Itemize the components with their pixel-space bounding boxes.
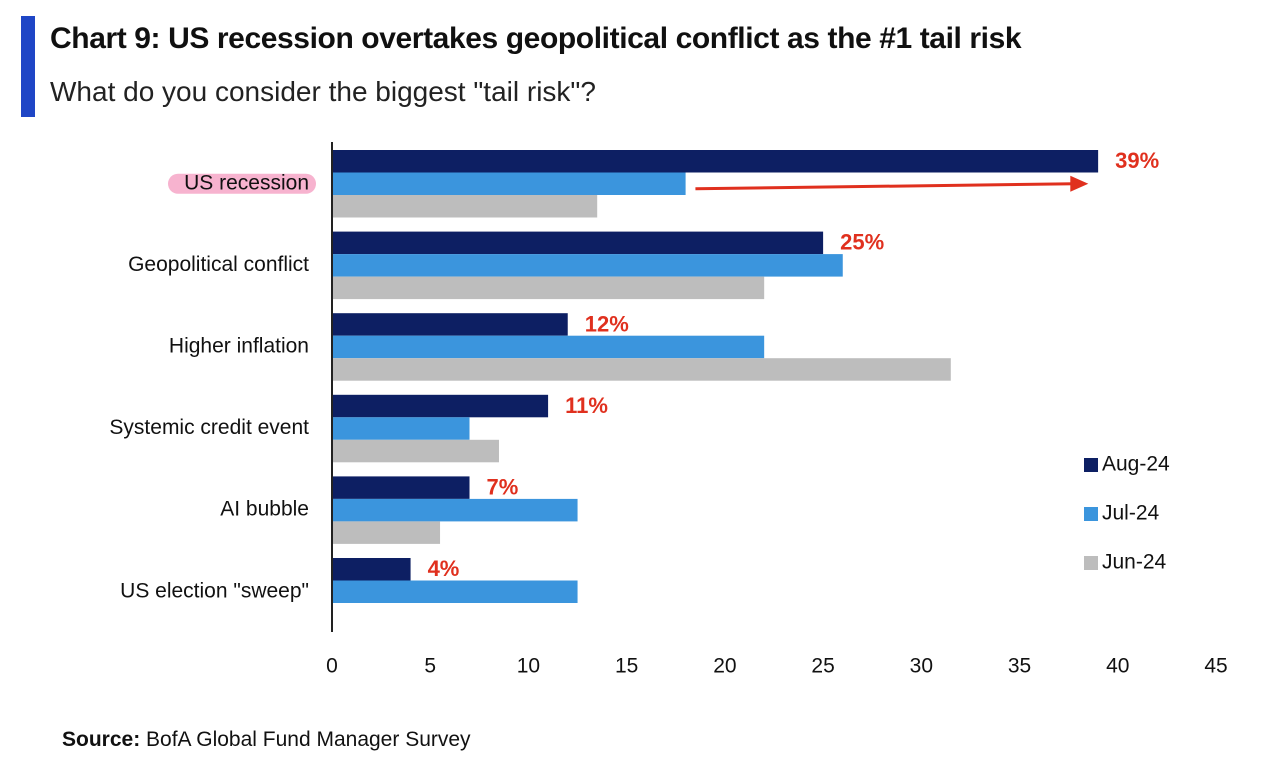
- legend-swatch-aug-24: [1084, 458, 1098, 472]
- category-label: Systemic credit event: [109, 416, 309, 439]
- bar-aug-24-higher-inflation: [332, 313, 568, 336]
- x-tick-label: 35: [1008, 655, 1031, 678]
- bar-aug-24-us-recession: [332, 150, 1099, 173]
- legend-swatch-jul-24: [1084, 507, 1098, 521]
- bar-aug-24-us-election-sweep: [332, 558, 411, 581]
- data-label: 7%: [487, 474, 519, 499]
- bar-aug-24-geopolitical-conflict: [332, 231, 824, 255]
- bar-jun-24-ai-bubble: [332, 521, 441, 544]
- category-label: US recession: [184, 171, 309, 194]
- bar-jul-24-ai-bubble: [332, 498, 578, 522]
- x-tick-label: 15: [615, 655, 638, 678]
- data-label: 4%: [428, 556, 460, 581]
- chart-title: Chart 9: US recession overtakes geopolit…: [50, 22, 1022, 55]
- bar-jun-24-us-recession: [332, 195, 598, 218]
- bar-jul-24-us-election-sweep: [332, 580, 578, 603]
- source-label: Source:: [62, 728, 141, 751]
- category-label: Higher inflation: [169, 334, 309, 357]
- bar-jul-24-systemic-credit-event: [332, 417, 470, 440]
- category-label: US election "sweep": [120, 579, 309, 602]
- x-tick-label: 0: [326, 655, 338, 678]
- category-label: Geopolitical conflict: [128, 253, 309, 276]
- x-tick-label: 5: [424, 655, 436, 678]
- data-label: 25%: [840, 230, 884, 255]
- x-tick-label: 20: [713, 655, 736, 678]
- bar-aug-24-systemic-credit-event: [332, 394, 549, 418]
- data-label: 39%: [1115, 148, 1159, 173]
- legend-label-aug-24: Aug-24: [1102, 453, 1170, 476]
- bar-jun-24-systemic-credit-event: [332, 439, 499, 463]
- data-label: 11%: [565, 393, 608, 418]
- annotation-arrow-line: [695, 182, 1075, 191]
- chart-subtitle: What do you consider the biggest "tail r…: [50, 76, 596, 107]
- bar-aug-24-ai-bubble: [332, 476, 470, 499]
- legend-label-jun-24: Jun-24: [1102, 551, 1167, 574]
- category-highlight: [168, 173, 316, 194]
- data-label: 12%: [585, 311, 629, 336]
- legend-swatch-jun-24: [1084, 556, 1098, 570]
- x-tick-label: 30: [910, 655, 933, 678]
- source-note: Source: BofA Global Fund Manager Survey: [62, 728, 471, 752]
- bar-jul-24-us-recession: [332, 172, 686, 195]
- source-text: BofA Global Fund Manager Survey: [146, 728, 471, 751]
- x-tick-label: 25: [811, 655, 834, 678]
- legend-label-jul-24: Jul-24: [1102, 502, 1160, 525]
- x-tick-label: 10: [517, 655, 540, 678]
- bar-jun-24-higher-inflation: [332, 358, 951, 381]
- annotation-arrowhead: [1070, 175, 1089, 192]
- title-accent-bar: [21, 16, 35, 117]
- category-label: AI bubble: [220, 498, 309, 521]
- bar-jun-24-geopolitical-conflict: [332, 276, 765, 300]
- bar-jul-24-higher-inflation: [332, 335, 765, 359]
- x-tick-label: 40: [1106, 655, 1129, 678]
- x-tick-label: 45: [1204, 655, 1227, 678]
- bar-jul-24-geopolitical-conflict: [332, 254, 843, 277]
